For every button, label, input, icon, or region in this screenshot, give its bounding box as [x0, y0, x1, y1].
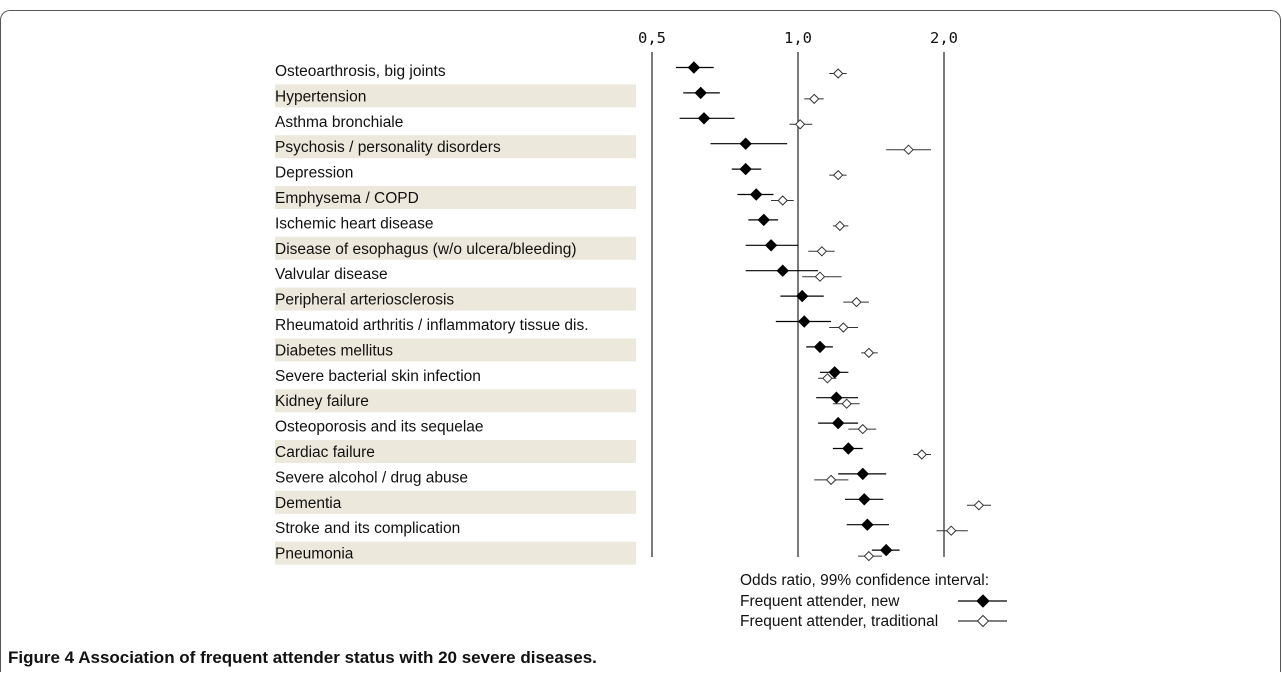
point-marker [879, 543, 893, 557]
series-traditional [771, 68, 992, 562]
point-marker [776, 264, 789, 277]
row-band [275, 135, 636, 159]
row-label: Osteoarthrosis, big joints [275, 63, 446, 80]
point-marker [777, 195, 788, 206]
point-marker [697, 112, 711, 125]
point-marker [687, 61, 701, 74]
point-marker [832, 68, 844, 79]
figure-frame [0, 10, 1281, 672]
caption-text: Association of frequent attender status … [74, 648, 597, 667]
point-marker [838, 322, 849, 333]
point-marker [757, 213, 770, 227]
legend-label: Frequent attender, traditional [740, 613, 938, 630]
plot-marks [675, 61, 992, 562]
point-marker [832, 169, 844, 181]
row-label: Rheumatoid arthritis / inflammatory tiss… [275, 317, 589, 334]
legend-marker [976, 594, 990, 608]
row-label: Psychosis / personality disorders [275, 139, 501, 156]
row-label: Cardiac failure [275, 444, 375, 461]
point-marker [903, 144, 914, 155]
row-label: Ischemic heart disease [275, 215, 434, 232]
tick-label: 1,0 [784, 29, 812, 47]
row-label: Dementia [275, 495, 342, 512]
row-band [275, 338, 636, 362]
point-marker [834, 220, 846, 232]
point-marker [916, 449, 928, 460]
point-marker [809, 93, 820, 105]
row-label: Kidney failure [275, 393, 369, 410]
row-bands [275, 84, 636, 565]
point-marker [831, 416, 845, 430]
row-label: Severe bacterial skin infection [275, 368, 481, 385]
figure-caption: Figure 4 Association of frequent attende… [8, 648, 597, 668]
caption-label: Figure 4 [8, 648, 75, 667]
row-label: Emphysema / COPD [275, 190, 419, 207]
point-marker [825, 474, 837, 486]
row-band [275, 490, 636, 514]
row-label: Severe alcohol / drug abuse [275, 469, 468, 486]
series-new [675, 61, 900, 557]
row-label: Depression [275, 165, 353, 182]
row-label: Diabetes mellitus [275, 342, 393, 359]
row-band [275, 84, 636, 108]
point-marker [841, 398, 852, 409]
row-label: Peripheral arteriosclerosis [275, 292, 454, 309]
point-marker [828, 366, 841, 379]
legend-marker [976, 614, 990, 628]
point-marker [764, 239, 778, 252]
row-labels: Osteoarthrosis, big joints Hypertension As… [275, 63, 589, 563]
row-band [275, 287, 636, 311]
point-marker [973, 500, 985, 511]
legend-label: Frequent attender, new [740, 593, 900, 610]
point-marker [795, 289, 809, 303]
row-band [275, 541, 636, 565]
point-marker [739, 162, 752, 176]
row-band [275, 440, 636, 463]
point-marker [830, 391, 843, 404]
point-marker [858, 493, 871, 506]
row-band [275, 186, 636, 209]
point-marker [863, 347, 875, 359]
row-label: Pneumonia [275, 546, 354, 563]
point-marker [822, 373, 833, 384]
point-marker [851, 296, 862, 308]
point-marker [856, 467, 869, 481]
row-label: Valvular disease [275, 266, 388, 283]
point-marker [798, 315, 811, 328]
row-band [275, 236, 636, 260]
point-marker [863, 550, 875, 562]
legend: Odds ratio, 99% confidence interval: Freq… [740, 572, 1007, 630]
row-label: Hypertension [275, 88, 366, 105]
point-marker [694, 86, 707, 100]
row-band [275, 389, 636, 413]
point-marker [739, 137, 752, 150]
point-marker [814, 271, 826, 282]
point-marker [749, 188, 763, 201]
point-marker [813, 340, 827, 354]
row-label: Stroke and its complication [275, 520, 460, 537]
tick-label: 2,0 [930, 29, 958, 47]
point-marker [842, 442, 855, 455]
point-marker [816, 246, 828, 257]
point-marker [857, 423, 868, 435]
legend-title: Odds ratio, 99% confidence interval: [740, 572, 989, 589]
tick-label: 0,5 [638, 29, 666, 47]
row-label: Osteoporosis and its sequelae [275, 419, 484, 436]
point-marker [794, 119, 806, 130]
row-label: Asthma bronchiale [275, 114, 403, 131]
row-label: Disease of esophagus (w/o ulcera/bleedin… [275, 241, 577, 258]
x-axis: 0,5 1,0 2,0 [638, 29, 958, 557]
point-marker [946, 525, 957, 536]
point-marker [861, 518, 874, 531]
